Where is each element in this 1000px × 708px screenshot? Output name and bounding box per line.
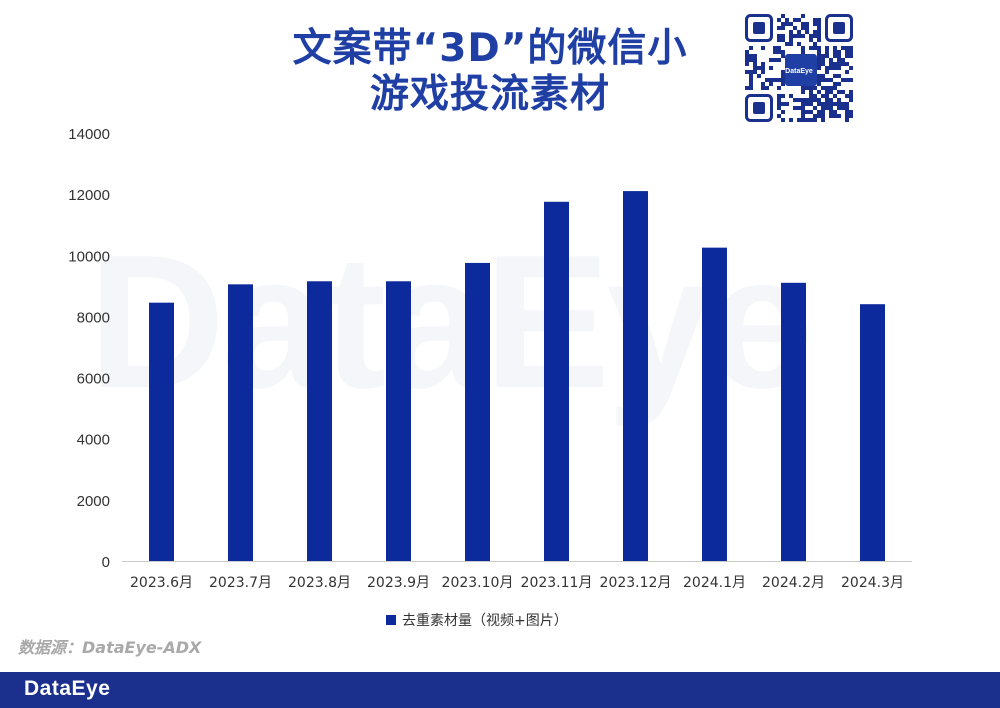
y-tick-label: 6000 xyxy=(77,371,110,388)
qr-badge-text: DataEye xyxy=(785,68,813,75)
y-tick-label: 12000 xyxy=(68,187,110,204)
data-source-note: 数据源：DataEye-ADX xyxy=(18,638,202,657)
y-tick-label: 8000 xyxy=(77,309,110,326)
x-tick-label: 2023.12月 xyxy=(600,575,672,591)
x-tick-label: 2023.9月 xyxy=(367,575,430,591)
x-tick-label: 2024.2月 xyxy=(762,575,825,591)
footer-logo: DataEye xyxy=(24,677,111,700)
bar xyxy=(386,281,411,561)
x-tick-label: 2023.11月 xyxy=(521,575,593,591)
bar xyxy=(465,262,490,561)
footer-bar: DataEye xyxy=(0,672,1000,708)
legend-swatch xyxy=(386,615,396,625)
y-tick-label: 10000 xyxy=(68,248,110,265)
y-tick-label: 2000 xyxy=(77,493,110,510)
chart-title-line2: 游戏投流素材 xyxy=(369,72,610,117)
bar xyxy=(544,201,569,562)
x-tick-label: 2023.6月 xyxy=(130,575,193,591)
qr-code-icon: DataEye xyxy=(745,14,853,122)
bar xyxy=(860,304,885,561)
bar xyxy=(781,282,806,561)
chart-title: 文案带“3D”的微信小 游戏投流素材 xyxy=(0,26,980,118)
bar xyxy=(149,302,174,561)
x-tick-label: 2023.7月 xyxy=(209,575,272,591)
bar xyxy=(623,191,648,562)
y-tick-label: 0 xyxy=(102,554,110,571)
x-tick-label: 2023.10月 xyxy=(442,575,514,591)
bar xyxy=(702,247,727,561)
legend-label: 去重素材量（视频+图片） xyxy=(402,613,568,629)
bar xyxy=(307,281,332,561)
bar-chart: 0 2000 4000 6000 8000 10000 12000 14000 2023.6月 2… xyxy=(68,126,912,629)
x-tick-label: 2024.1月 xyxy=(683,575,746,591)
y-tick-label: 14000 xyxy=(68,126,110,143)
bar xyxy=(228,284,253,561)
chart-title-line1: 文案带“3D”的微信小 xyxy=(292,26,688,71)
x-tick-label: 2023.8月 xyxy=(288,575,351,591)
y-tick-label: 4000 xyxy=(77,432,110,449)
x-tick-label: 2024.3月 xyxy=(841,575,904,591)
